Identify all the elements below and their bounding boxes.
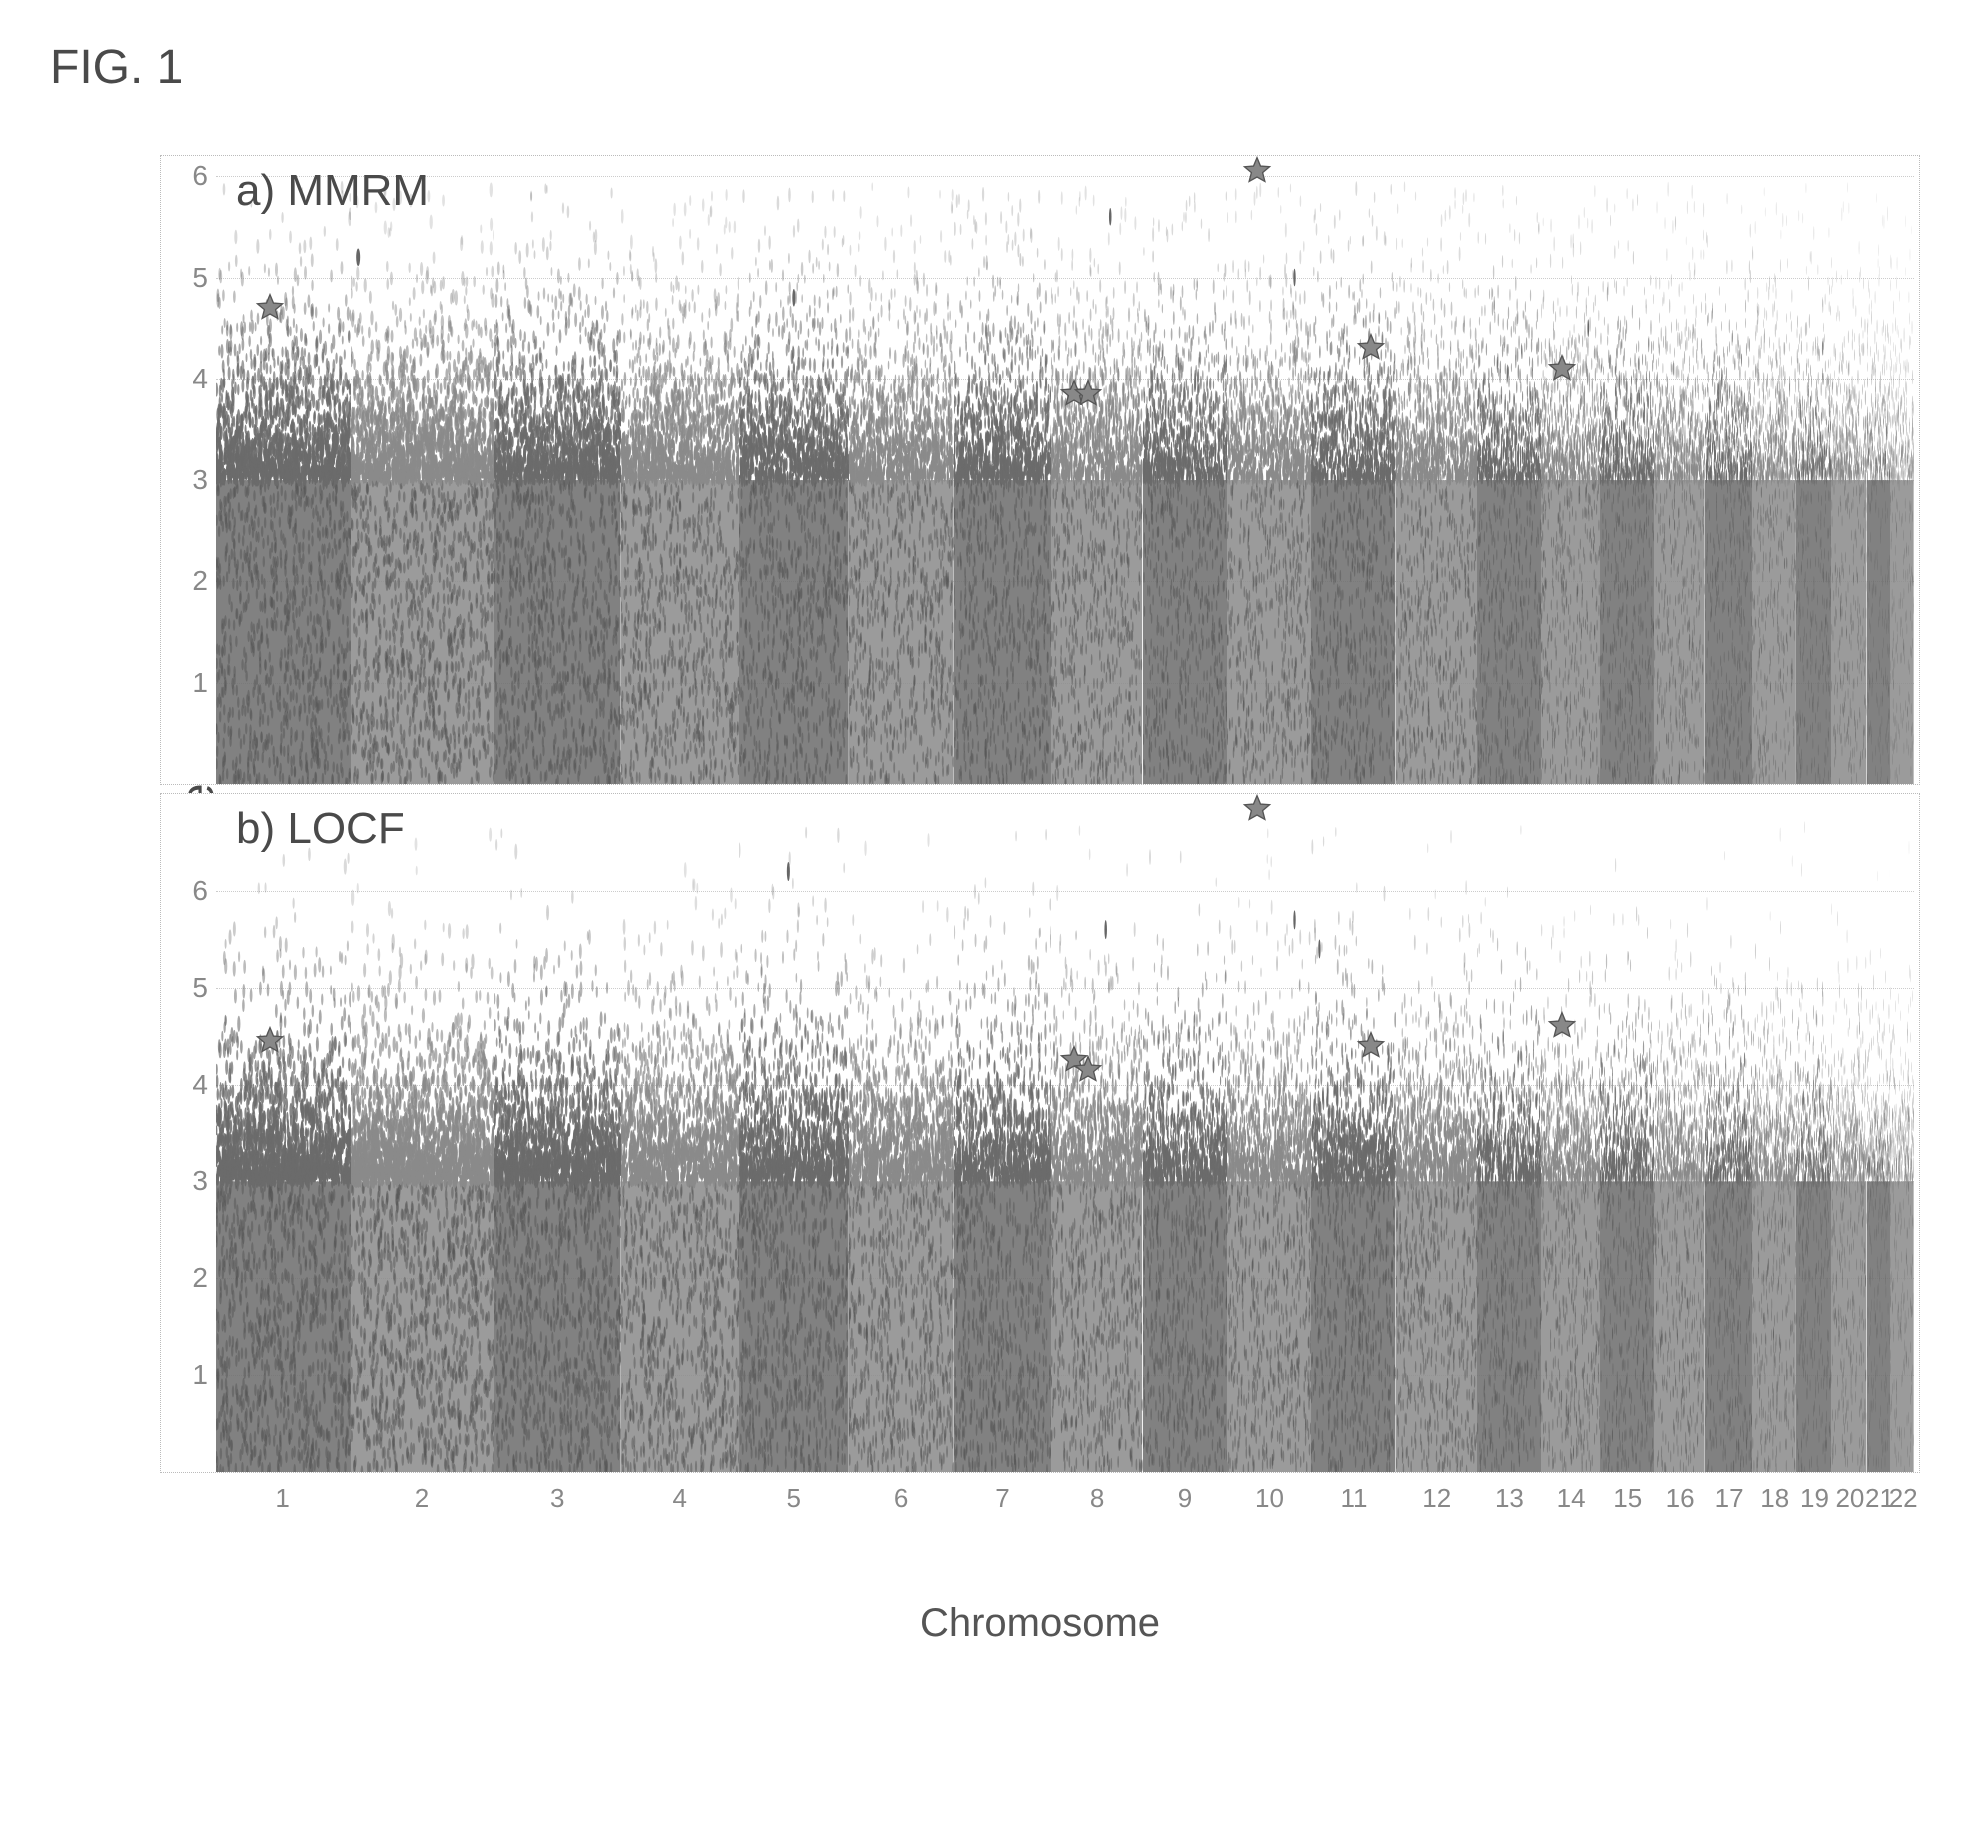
ytick-label: 5 <box>192 262 208 294</box>
chromosome-band <box>1752 794 1796 1472</box>
panel-a-title: a) MMRM <box>236 166 429 216</box>
chromosome-band <box>1654 794 1705 1472</box>
chart-container: -log10p values a) MMRM 123456 b) LOCF 12… <box>160 155 1920 1646</box>
ytick-label: 4 <box>192 363 208 395</box>
chromosome-band <box>216 156 351 784</box>
xtick-label: 9 <box>1178 1483 1192 1514</box>
chromosome-band <box>739 156 849 784</box>
ytick-label: 1 <box>192 667 208 699</box>
chromosome-band <box>1705 156 1752 784</box>
panel-b-yticks: 1 2 3 4 5 6 <box>161 794 216 1472</box>
ytick-label: 2 <box>192 565 208 597</box>
chromosome-band <box>1831 794 1866 1472</box>
chromosome-band <box>1796 156 1831 784</box>
xtick-label: 14 <box>1557 1483 1586 1514</box>
xtick-label: 18 <box>1760 1483 1789 1514</box>
ytick-label: 3 <box>192 464 208 496</box>
panel-a-plot <box>216 156 1914 784</box>
ytick-label: 4 <box>192 1069 208 1101</box>
chromosome-band <box>216 794 351 1472</box>
xtick-label: 22 <box>1889 1483 1918 1514</box>
highlight-star-icon <box>1241 793 1273 825</box>
highlight-star-icon <box>1072 1054 1104 1086</box>
chromosome-band <box>954 794 1052 1472</box>
xtick-label: 11 <box>1340 1483 1367 1514</box>
chromosome-band <box>1600 156 1654 784</box>
chromosome-band <box>1541 794 1600 1472</box>
chromosome-band <box>1867 794 1891 1472</box>
chromosome-band <box>1477 156 1541 784</box>
chromosome-band <box>494 794 621 1472</box>
xtick-label: 2 <box>415 1483 429 1514</box>
xtick-label: 15 <box>1613 1483 1642 1514</box>
ytick-label: 1 <box>192 1359 208 1391</box>
panel-b: b) LOCF 1 2 3 4 5 6 <box>160 793 1920 1473</box>
x-axis: 12345678910111213141516171819202122 <box>160 1477 1920 1557</box>
xtick-label: 16 <box>1666 1483 1695 1514</box>
chromosome-band <box>351 156 494 784</box>
xtick-label: 12 <box>1422 1483 1451 1514</box>
chromosome-band <box>1752 156 1796 784</box>
xtick-label: 13 <box>1495 1483 1524 1514</box>
chromosome-band <box>1796 794 1831 1472</box>
highlight-star-icon <box>1546 353 1578 385</box>
chromosome-band <box>849 156 954 784</box>
ytick-label: 2 <box>192 1262 208 1294</box>
chromosome-band <box>1051 794 1142 1472</box>
chromosome-band <box>1311 156 1395 784</box>
ytick-label: 6 <box>192 160 208 192</box>
figure-label: FIG. 1 <box>50 40 1937 95</box>
chromosome-band <box>1396 794 1477 1472</box>
chromosome-band <box>621 156 739 784</box>
x-axis-title: Chromosome <box>160 1601 1920 1646</box>
xtick-label: 19 <box>1800 1483 1829 1514</box>
xtick-label: 10 <box>1255 1483 1284 1514</box>
highlight-star-icon <box>254 292 286 324</box>
chromosome-band <box>1477 794 1541 1472</box>
highlight-star-icon <box>1355 332 1387 364</box>
xtick-label: 5 <box>787 1483 801 1514</box>
highlight-star-icon <box>1072 378 1104 410</box>
chromosome-band <box>351 794 494 1472</box>
chromosome-band <box>1600 794 1654 1472</box>
panel-b-title: b) LOCF <box>236 804 405 854</box>
chromosome-band <box>494 156 621 784</box>
chromosome-band <box>1867 156 1891 784</box>
chromosome-band <box>1890 794 1914 1472</box>
ytick-label: 6 <box>192 875 208 907</box>
xtick-label: 6 <box>894 1483 908 1514</box>
ytick-label: 3 <box>192 1165 208 1197</box>
panel-a: a) MMRM 1 2 3 4 5 6 <box>160 155 1920 785</box>
chromosome-band <box>1396 156 1477 784</box>
xtick-label: 4 <box>672 1483 686 1514</box>
highlight-star-icon <box>254 1025 286 1057</box>
chromosome-band <box>954 156 1052 784</box>
chromosome-band <box>1541 156 1600 784</box>
xtick-label: 3 <box>550 1483 564 1514</box>
chromosome-band <box>1051 156 1142 784</box>
chromosome-band <box>1705 794 1752 1472</box>
xtick-label: 7 <box>995 1483 1009 1514</box>
chromosome-band <box>1831 156 1866 784</box>
chromosome-band <box>849 794 954 1472</box>
chromosome-band <box>1227 156 1311 784</box>
xtick-label: 1 <box>275 1483 289 1514</box>
highlight-star-icon <box>1546 1010 1578 1042</box>
xtick-label: 8 <box>1090 1483 1104 1514</box>
panel-a-yticks: 1 2 3 4 5 6 <box>161 156 216 784</box>
highlight-star-icon <box>1355 1030 1387 1062</box>
chromosome-band <box>1143 156 1227 784</box>
xtick-label: 17 <box>1715 1483 1744 1514</box>
highlight-star-icon <box>1241 155 1273 187</box>
chromosome-band <box>621 794 739 1472</box>
xtick-label: 20 <box>1835 1483 1864 1514</box>
chromosome-band <box>739 794 849 1472</box>
ytick-label: 5 <box>192 972 208 1004</box>
chromosome-band <box>1311 794 1395 1472</box>
chromosome-band <box>1227 794 1311 1472</box>
chromosome-band <box>1654 156 1705 784</box>
panel-b-plot <box>216 794 1914 1472</box>
chromosome-band <box>1890 156 1914 784</box>
chromosome-band <box>1143 794 1227 1472</box>
